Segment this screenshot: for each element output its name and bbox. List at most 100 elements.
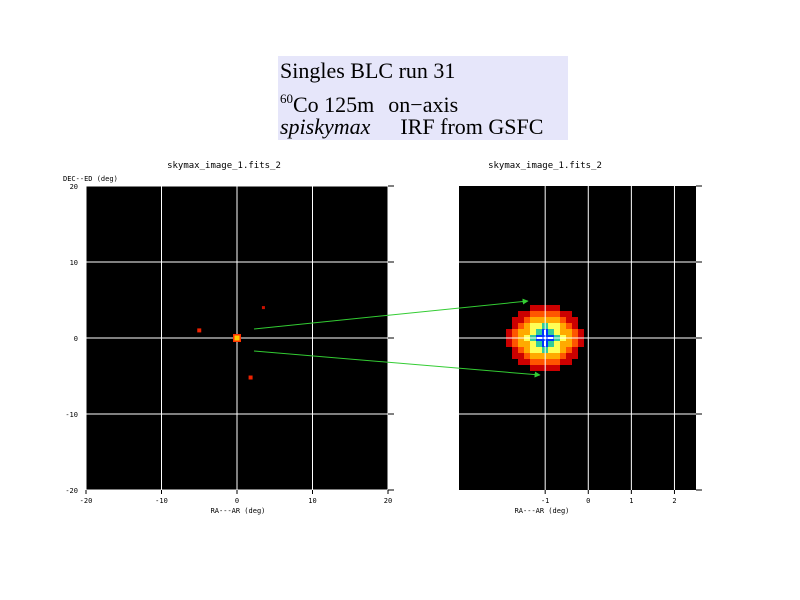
right-plot-title: skymax_image_1.fits_2 — [488, 161, 602, 171]
psf-pixel — [548, 365, 554, 371]
psf-pixel — [530, 311, 536, 317]
psf-pixel — [560, 347, 566, 353]
title-line-2: 60Co 125m on−axis — [280, 86, 458, 118]
left-ytick-label: 20 — [70, 183, 78, 191]
psf-pixel — [506, 329, 512, 335]
psf-pixel — [524, 323, 530, 329]
right-zoom-map: skymax_image_1.fits_2 RA---AR (deg) -1 0 1… — [459, 161, 702, 515]
psf-pixel — [548, 329, 554, 335]
psf-pixel — [536, 359, 542, 365]
zoom-arrow-lower — [253, 350, 541, 378]
psf-pixel — [530, 305, 536, 311]
left-source — [197, 328, 202, 333]
psf-pixel — [560, 323, 566, 329]
psf-pixel — [512, 341, 518, 347]
right-plot-grid — [459, 186, 696, 490]
psf-pixel — [572, 329, 578, 335]
psf-pixel — [572, 323, 578, 329]
psf-pixel — [530, 347, 536, 353]
psf-pixel — [518, 323, 524, 329]
psf-pixel — [536, 317, 542, 323]
left-xtick-label: 10 — [308, 497, 316, 505]
psf-pixel — [566, 329, 572, 335]
psf-pixel — [554, 347, 560, 353]
psf-pixel — [530, 323, 536, 329]
psf-pixel — [524, 353, 530, 359]
left-ytick-label: 10 — [70, 259, 78, 267]
psf-pixel — [518, 353, 524, 359]
psf-pixel — [578, 329, 584, 335]
irf-source: IRF from GSFC — [400, 114, 544, 139]
psf-pixel — [536, 353, 542, 359]
psf-pixel — [566, 353, 572, 359]
psf-pixel — [548, 305, 554, 311]
isotope-distance: Co 125m — [293, 92, 375, 117]
left-ytick-label: 0 — [74, 335, 78, 343]
zoom-arrows — [253, 298, 541, 378]
psf-pixel — [536, 323, 542, 329]
psf-pixel — [512, 347, 518, 353]
psf-pixel — [560, 329, 566, 335]
psf-pixel — [530, 353, 536, 359]
psf-pixel — [530, 329, 536, 335]
psf-pixel — [554, 317, 560, 323]
title-line-3: spiskymax IRF from GSFC — [280, 114, 543, 140]
psf-pixel — [560, 317, 566, 323]
psf-pixel — [524, 317, 530, 323]
psf-pixel — [524, 359, 530, 365]
psf-pixel — [566, 359, 572, 365]
left-xtick-label: 20 — [384, 497, 392, 505]
psf-pixel — [554, 329, 560, 335]
psf-pixel — [530, 317, 536, 323]
right-plot-xlabel: RA---AR (deg) — [515, 507, 570, 515]
psf-pixel — [548, 311, 554, 317]
psf-pixel — [554, 323, 560, 329]
psf-pixel — [572, 317, 578, 323]
psf-pixel — [536, 347, 542, 353]
left-source — [248, 375, 253, 380]
psf-pixel — [530, 359, 536, 365]
right-xtick-label: 2 — [672, 497, 676, 505]
left-ytick-label: -20 — [65, 487, 78, 495]
psf-pixel — [566, 323, 572, 329]
right-xtick-label: 0 — [586, 497, 590, 505]
psf-pixel — [566, 317, 572, 323]
left-plot-ylabel: DEC--ED (deg) — [63, 175, 118, 183]
psf-pixel — [512, 329, 518, 335]
title-line-1: Singles BLC run 31 — [280, 58, 456, 83]
right-plot-ticks: -1 0 1 2 — [541, 185, 702, 505]
left-source-peak — [234, 335, 240, 341]
algorithm-name: spiskymax — [280, 114, 371, 139]
psf-pixel — [566, 347, 572, 353]
psf-pixel — [518, 329, 524, 335]
left-ytick-label: -10 — [65, 411, 78, 419]
psf-pixel — [548, 353, 554, 359]
left-plot-ticks: -20 -10 0 10 20 20 10 0 -10 -20 — [65, 183, 394, 505]
left-source — [261, 306, 265, 310]
psf-pixel — [524, 341, 530, 347]
psf-pixel — [536, 305, 542, 311]
psf-pixel — [518, 311, 524, 317]
psf-pixel — [524, 329, 530, 335]
psf-pixel — [518, 359, 524, 365]
title-box: Singles BLC run 31 60Co 125m on−axis spis… — [278, 56, 568, 140]
psf-pixel — [548, 323, 554, 329]
psf-pixel — [512, 353, 518, 359]
left-plot-title: skymax_image_1.fits_2 — [167, 161, 281, 171]
psf-pixel — [536, 365, 542, 371]
psf-pixel — [572, 353, 578, 359]
psf-pixel — [572, 341, 578, 347]
psf-pixel — [548, 317, 554, 323]
psf-pixel — [554, 365, 560, 371]
psf-pixel — [554, 341, 560, 347]
psf-pixel — [518, 347, 524, 353]
psf-pixel — [554, 353, 560, 359]
source-position: on−axis — [388, 92, 459, 117]
psf-pixel — [530, 365, 536, 371]
psf-pixel — [518, 317, 524, 323]
psf-pixel — [530, 341, 536, 347]
psf-pixel — [548, 359, 554, 365]
psf-pixel — [512, 317, 518, 323]
right-xtick-label: -1 — [541, 497, 549, 505]
